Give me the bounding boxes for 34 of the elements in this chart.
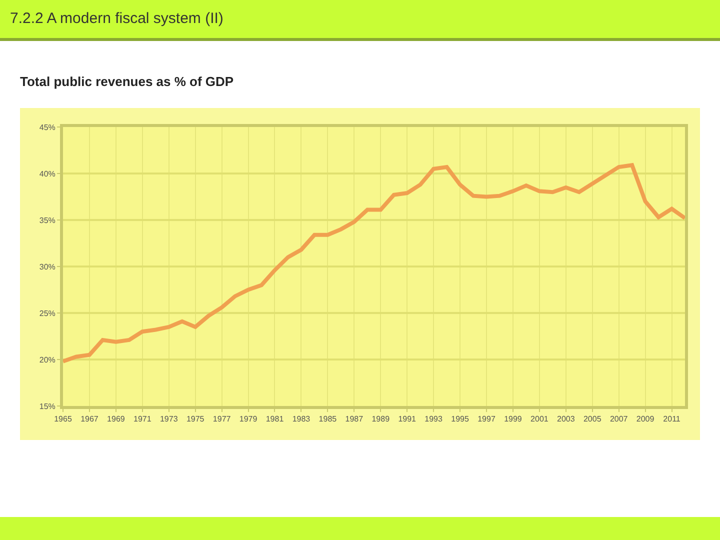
x-tick-label: 1989 [372,414,390,424]
y-tick-label: 30% [39,262,56,272]
x-tick-label: 1985 [318,414,338,424]
chart-subtitle: Total public revenues as % of GDP [20,74,234,89]
x-tick-label: 1991 [398,414,417,424]
x-tick-label: 1965 [54,414,72,424]
x-tick-label: 2011 [663,414,681,424]
x-tick-label: 1967 [80,414,99,424]
x-tick-label: 1997 [478,414,496,424]
x-tick-label: 1993 [424,414,443,424]
y-tick-label: 15% [39,402,56,411]
x-tick-label: 1975 [186,414,205,424]
x-tick-label: 1979 [239,414,258,424]
x-tick-label: 2001 [530,414,549,424]
x-tick-label: 2007 [610,414,628,424]
y-tick-label: 35% [39,216,56,225]
x-tick-label: 2003 [556,414,576,424]
x-tick-label: 1999 [504,414,522,424]
x-tick-label: 1977 [212,414,232,424]
x-tick-label: 1981 [266,414,284,424]
chart-title: 7.2.2 A modern fiscal system (II) [10,10,224,27]
x-tick-label: 1987 [345,414,364,424]
x-tick-label: 1983 [292,414,311,424]
x-tick-label: 2009 [636,414,655,424]
y-tick-label: 40% [39,169,56,178]
y-tick-label: 20% [39,355,56,364]
x-tick-label: 1969 [107,414,126,424]
x-tick-label: 1971 [134,414,152,424]
y-tick-label: 45% [39,122,56,132]
x-tick-label: 1973 [160,414,178,424]
y-tick-label: 25% [39,308,56,318]
x-tick-label: 1995 [451,414,470,424]
x-tick-label: 2005 [583,414,602,424]
line-series [63,163,685,364]
